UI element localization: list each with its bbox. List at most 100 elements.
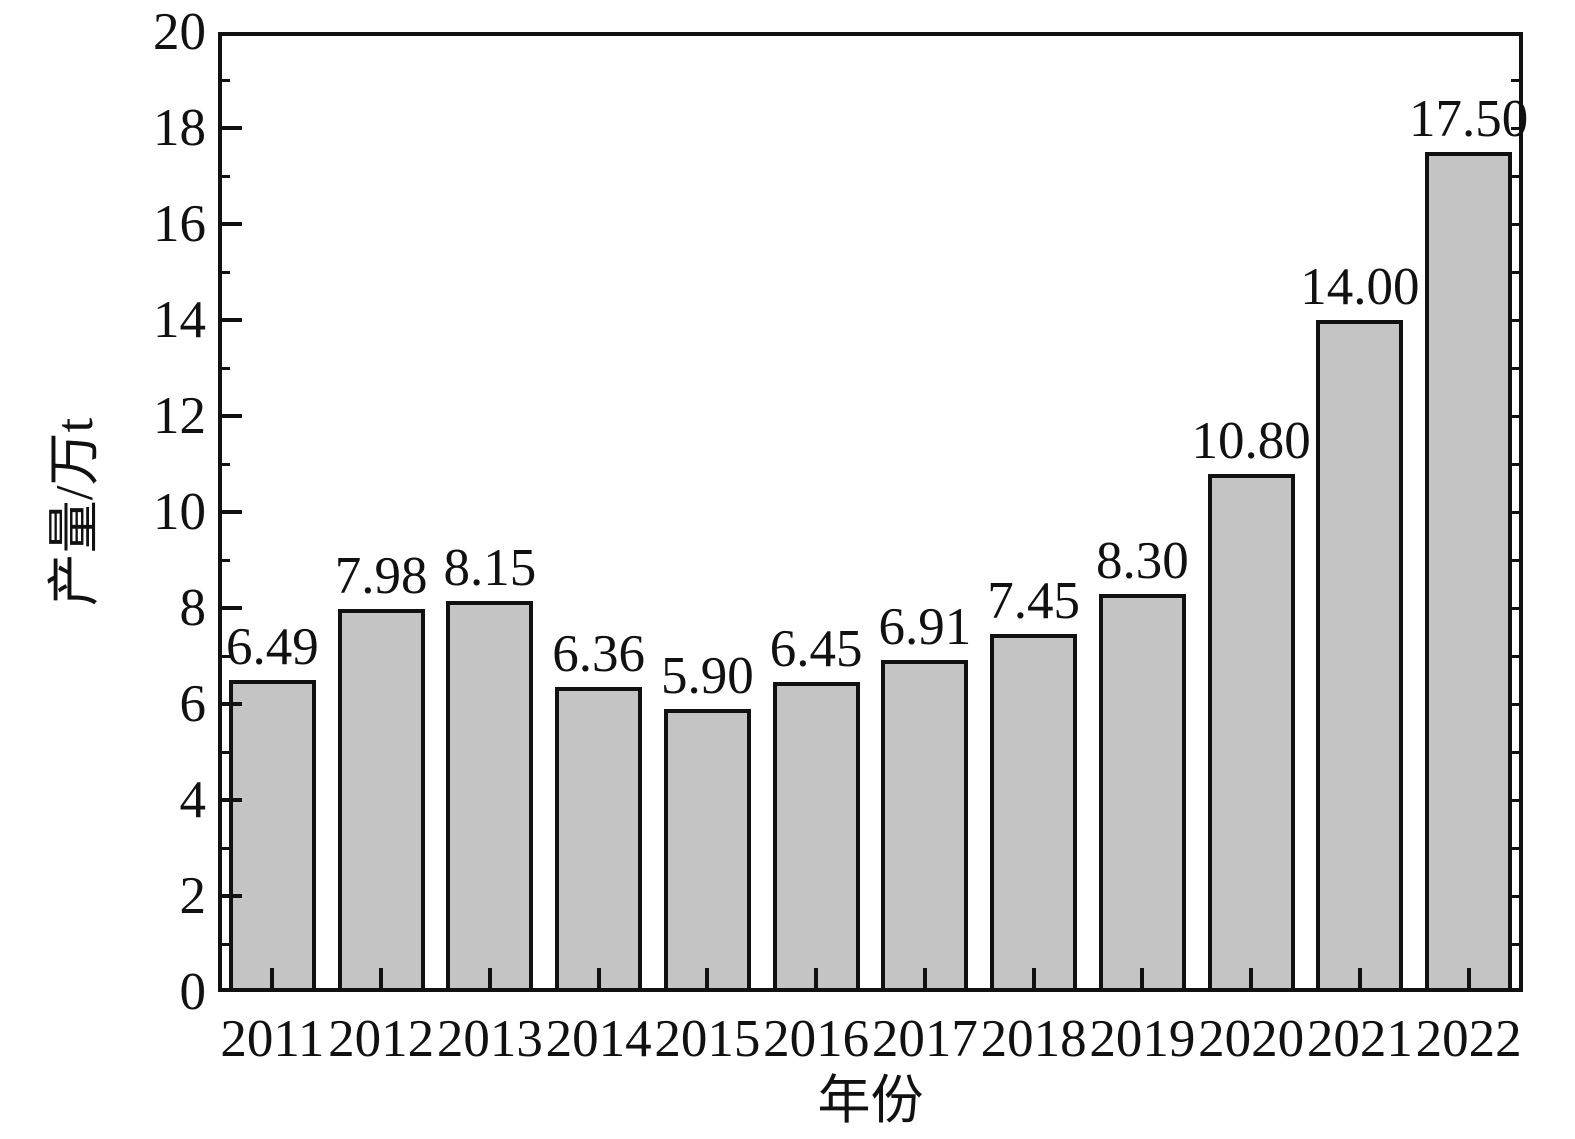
y-tick-label: 4 <box>179 771 207 829</box>
y-minor-tick-right <box>1511 174 1519 178</box>
bar-value-label: 10.80 <box>1191 411 1311 470</box>
y-major-tick <box>222 510 242 514</box>
bar-value-label: 7.98 <box>334 546 428 605</box>
x-tick <box>1466 968 1471 988</box>
y-tick-label: 8 <box>179 579 207 637</box>
x-tick-label: 2014 <box>545 1010 652 1068</box>
y-minor-tick-right <box>1511 942 1519 946</box>
y-minor-tick <box>222 78 230 82</box>
y-tick-label: 18 <box>153 99 206 157</box>
y-minor-tick <box>222 366 230 370</box>
y-major-tick <box>222 606 242 610</box>
x-tick <box>487 968 492 988</box>
y-major-tick <box>222 894 242 898</box>
bar <box>555 686 643 992</box>
plot-spine-left <box>218 32 222 992</box>
y-tick-label: 20 <box>153 3 206 61</box>
y-minor-tick <box>222 750 230 754</box>
y-minor-tick-right <box>1511 702 1519 706</box>
y-minor-tick-right <box>1511 222 1519 226</box>
plot-spine-right <box>1519 32 1523 992</box>
y-minor-tick <box>222 942 230 946</box>
x-tick-label: 2020 <box>1198 1010 1305 1068</box>
x-tick-label: 2011 <box>220 1010 325 1068</box>
x-tick-label: 2015 <box>654 1010 761 1068</box>
bar-value-label: 6.36 <box>552 624 645 683</box>
y-minor-tick <box>222 462 230 466</box>
y-minor-tick-right <box>1511 270 1519 274</box>
y-tick-label: 12 <box>153 387 206 445</box>
y-minor-tick <box>222 558 230 562</box>
y-minor-tick-right <box>1511 126 1519 130</box>
y-minor-tick <box>222 270 230 274</box>
x-tick-label: 2022 <box>1415 1010 1522 1068</box>
plot-area <box>218 32 1523 992</box>
bar <box>1098 593 1186 992</box>
y-tick-label: 10 <box>153 483 206 541</box>
y-major-tick <box>222 222 242 226</box>
bar-value-label: 6.49 <box>226 618 319 677</box>
y-minor-tick <box>222 174 230 178</box>
bar-value-label: 6.91 <box>878 598 972 657</box>
x-tick-label: 2019 <box>1089 1010 1196 1068</box>
x-tick <box>1249 968 1254 988</box>
y-major-tick <box>222 702 242 706</box>
bar <box>881 660 969 992</box>
x-tick-label: 2018 <box>980 1010 1087 1068</box>
y-major-tick <box>222 318 242 322</box>
x-tick-label: 2016 <box>763 1010 870 1068</box>
bar <box>1425 152 1513 992</box>
y-major-tick <box>222 414 242 418</box>
x-tick <box>1031 968 1036 988</box>
x-tick <box>814 968 819 988</box>
bar <box>663 708 751 992</box>
bar-value-label: 7.45 <box>987 572 1080 631</box>
x-tick <box>1140 968 1145 988</box>
x-tick <box>922 968 927 988</box>
bar <box>990 634 1078 992</box>
y-major-tick <box>222 126 242 130</box>
x-tick <box>1357 968 1362 988</box>
bar-value-label: 8.30 <box>1096 531 1189 590</box>
x-tick <box>270 968 275 988</box>
y-minor-tick-right <box>1511 558 1519 562</box>
y-minor-tick-right <box>1511 846 1519 850</box>
bar <box>1207 473 1295 992</box>
bar <box>446 600 534 992</box>
plot-spine-bottom <box>218 988 1523 992</box>
y-minor-tick <box>222 654 230 658</box>
y-minor-tick-right <box>1511 318 1519 322</box>
bar-value-label: 14.00 <box>1300 258 1420 316</box>
x-tick-label: 2021 <box>1306 1010 1413 1068</box>
bar <box>337 608 425 992</box>
x-tick <box>705 968 710 988</box>
y-minor-tick-right <box>1511 654 1519 658</box>
x-tick-label: 2017 <box>871 1010 978 1068</box>
bar <box>772 682 860 992</box>
plot-spine-top <box>218 32 1523 36</box>
y-minor-tick-right <box>1511 750 1519 754</box>
y-tick-label: 14 <box>153 291 206 349</box>
y-tick-label: 0 <box>179 963 207 1021</box>
y-tick-label: 16 <box>153 195 206 253</box>
x-tick <box>596 968 601 988</box>
y-minor-tick-right <box>1511 510 1519 514</box>
bar-value-label: 8.15 <box>443 538 537 597</box>
y-minor-tick-right <box>1511 414 1519 418</box>
bar-value-label: 17.50 <box>1409 90 1529 148</box>
x-axis-title: 年份 <box>817 1072 924 1130</box>
x-tick-label: 2012 <box>328 1010 435 1068</box>
bar-value-label: 5.90 <box>661 646 754 705</box>
bar <box>228 680 316 992</box>
y-minor-tick-right <box>1511 78 1519 82</box>
y-major-tick <box>222 798 242 802</box>
y-tick-label: 2 <box>179 867 207 925</box>
y-minor-tick <box>222 846 230 850</box>
y-minor-tick-right <box>1511 366 1519 370</box>
y-tick-label: 6 <box>179 675 207 733</box>
x-tick <box>379 968 384 988</box>
y-minor-tick-right <box>1511 894 1519 898</box>
bar <box>1316 320 1404 992</box>
y-minor-tick-right <box>1511 606 1519 610</box>
